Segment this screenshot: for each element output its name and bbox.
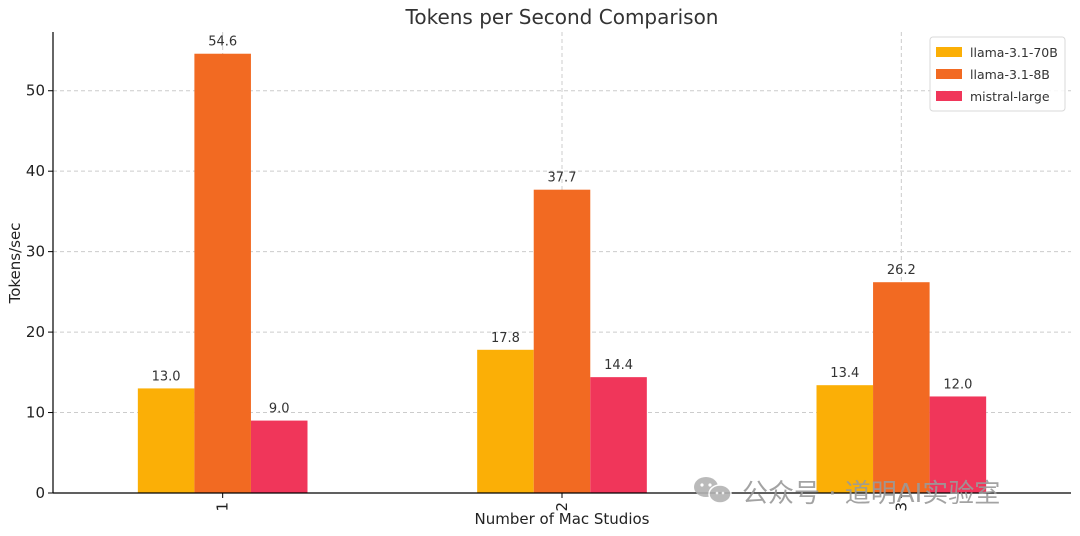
watermark-text: 公众号 · 道明AI实验室: [742, 479, 1000, 509]
y-tick-label: 30: [26, 243, 45, 261]
data-label: 13.4: [830, 366, 859, 381]
bar: [137, 388, 195, 493]
legend-label: llama-3.1-70B: [970, 45, 1058, 60]
x-tick-label: 3: [892, 502, 910, 512]
data-label: 37.7: [548, 171, 577, 186]
watermark: 公众号 · 道明AI实验室: [694, 477, 1000, 509]
y-tick-label: 0: [35, 484, 45, 502]
bar: [250, 420, 308, 493]
y-axis-label: Tokens/sec: [6, 223, 24, 305]
legend-label: mistral-large: [970, 89, 1050, 104]
data-label: 14.4: [604, 358, 633, 373]
data-label: 12.0: [943, 377, 972, 392]
data-label: 26.2: [887, 263, 916, 278]
data-label: 9.0: [269, 402, 290, 417]
y-tick-label: 20: [26, 323, 45, 341]
data-label: 54.6: [208, 35, 237, 50]
y-tick-label: 40: [26, 162, 45, 180]
bar: [477, 349, 534, 493]
data-label: 13.0: [152, 369, 181, 384]
bar: [533, 189, 591, 493]
legend: llama-3.1-70B llama-3.1-8B mistral-large: [929, 36, 1066, 112]
y-tick-label: 10: [26, 404, 45, 422]
chart-title: Tokens per Second Comparison: [405, 5, 719, 29]
y-tick-label: 50: [26, 82, 45, 100]
bar: [194, 53, 251, 494]
bar: [929, 396, 987, 493]
legend-swatch: [936, 69, 962, 79]
legend-box: [929, 36, 1066, 112]
bar: [590, 377, 647, 493]
x-tick-label: 2: [553, 502, 571, 512]
bar: [873, 282, 930, 493]
legend-label: llama-3.1-8B: [970, 67, 1050, 82]
x-tick-label: 1: [214, 502, 232, 512]
legend-swatch: [936, 91, 962, 101]
legend-swatch: [936, 47, 962, 57]
bars: [137, 53, 987, 494]
data-labels: 13.0 17.8 13.4 54.6 37.7 26.2 9.0 14.4 12.0: [152, 35, 973, 417]
bar: [816, 385, 874, 493]
data-label: 17.8: [491, 331, 520, 346]
x-axis-label: Number of Mac Studios: [475, 510, 650, 528]
ticks: 0 10 20 30 40 50 1 2 3: [26, 82, 910, 512]
wechat-icon: [694, 477, 732, 504]
